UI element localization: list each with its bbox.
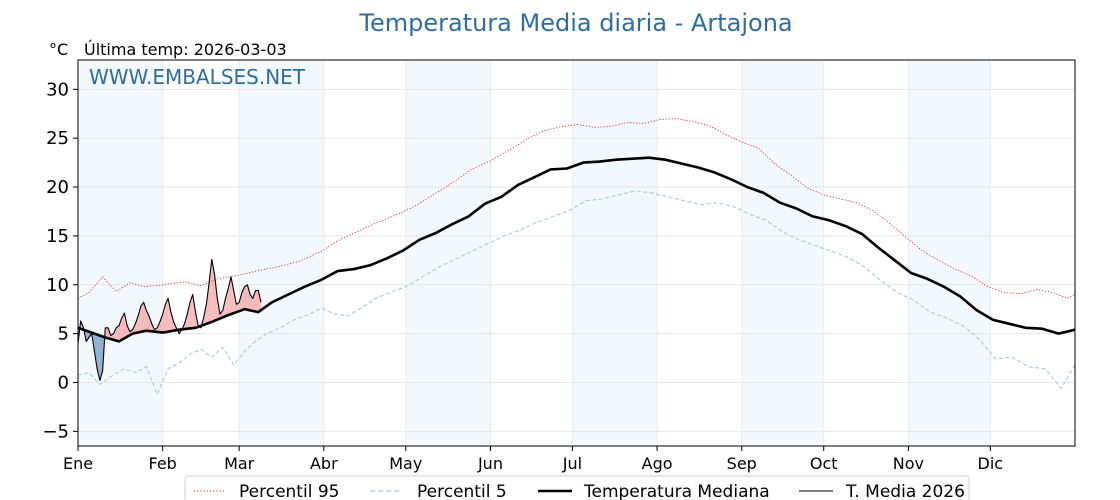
warm-anomaly-fill [252,290,256,312]
last-temp-label: Última temp: 2026-03-03 [84,40,287,59]
legend-label-2026: T. Media 2026 [845,482,965,500]
y-tick-label: 25 [46,128,69,149]
x-tick-label: Sep [727,454,757,473]
x-tick-label: Feb [149,454,177,473]
warm-anomaly-fill [149,316,152,332]
warm-anomaly-fill [168,298,171,332]
warm-anomaly-fill [247,284,251,311]
warm-anomaly-fill [135,316,139,334]
warm-anomaly-fill [124,313,128,339]
warm-anomaly-fill [105,327,109,339]
x-tick-label: May [389,454,422,473]
y-tick-label: −5 [42,421,69,442]
median-line [77,156,1076,343]
warm-anomaly-fill [206,282,210,324]
warm-anomaly-fill [214,274,218,321]
warm-anomaly-fill [159,314,163,333]
warm-anomaly-fill [209,259,212,323]
x-tick-label: Mar [224,454,255,473]
x-tick-label: Jul [562,454,582,473]
legend-label-median: Temperatura Mediana [583,482,770,500]
month-band [908,60,991,446]
cold-anomaly-fill [99,335,103,381]
y-tick-label: 0 [58,372,69,393]
cold-anomaly-fill [97,334,100,381]
current-year-line [77,258,262,382]
legend-label-p5: Percentil 5 [417,482,507,500]
month-band [78,60,163,446]
legend-label-p95: Percentil 95 [239,482,339,500]
month-band [239,60,324,446]
warm-anomaly-fill [189,294,193,329]
chart-title: Temperatura Media diaria - Artajona [358,9,792,37]
plot-frame [77,59,1076,447]
month-band [405,60,491,446]
y-tick-label: 5 [58,324,69,345]
warm-anomaly-fill [162,304,166,333]
x-tick-label: Nov [893,454,924,473]
month-band [741,60,824,446]
y-tick-label: 30 [46,79,69,100]
unit-label: °C [49,40,68,59]
x-tick-label: Oct [810,454,838,473]
y-axis-ticks: −5 0 5 10 15 20 25 30 [42,79,78,442]
warm-anomaly-fill [192,294,196,329]
month-band [572,60,658,446]
warm-anomaly-fill [116,325,119,342]
warm-anomaly-fill [211,259,215,322]
warm-anomaly-fill [118,317,122,342]
x-tick-label: Ene [63,454,93,473]
y-tick-label: 20 [46,177,69,198]
x-tick-label: Dic [978,454,1004,473]
warm-anomaly-fill [241,286,245,311]
grid-lines [77,60,1075,446]
series-lines [77,118,1076,395]
watermark: WWW.EMBALSES.NET [89,65,306,89]
legend-box [184,475,970,500]
cold-anomaly-fill [94,333,98,369]
warm-anomaly-fill [258,290,262,313]
warm-anomaly-fill [239,292,242,312]
warm-anomaly-fill [236,302,240,313]
warm-anomaly-fill [187,302,190,329]
percentile-95-line [77,118,1076,299]
warm-anomaly-fill [121,313,125,340]
y-tick-label: 10 [46,275,69,296]
warm-anomaly-fill [225,288,229,317]
warm-anomaly-fill [138,306,141,333]
month-bands [78,60,991,446]
warm-anomaly-fill [244,284,248,310]
y-tick-label: 15 [46,226,69,247]
warm-anomaly-fill [170,312,174,332]
x-tick-label: Abr [310,454,338,473]
x-axis-ticks: Ene Feb Mar Abr May Jun Jul Ago Sep Oct Nov Dic [63,446,1003,473]
cold-anomaly-fill [86,330,89,342]
x-tick-label: Ago [642,454,673,473]
legend: Percentil 95 Percentil 5 Temperatura Med… [184,475,970,500]
x-tick-label: Jun [477,454,503,473]
warm-anomaly-fill [250,294,253,311]
warm-anomaly-fill [113,327,117,341]
warm-anomaly-fill [255,290,259,313]
warm-anomaly-fill [165,298,169,333]
warm-anomaly-fill [140,302,144,332]
warm-anomaly-fill [230,276,234,315]
